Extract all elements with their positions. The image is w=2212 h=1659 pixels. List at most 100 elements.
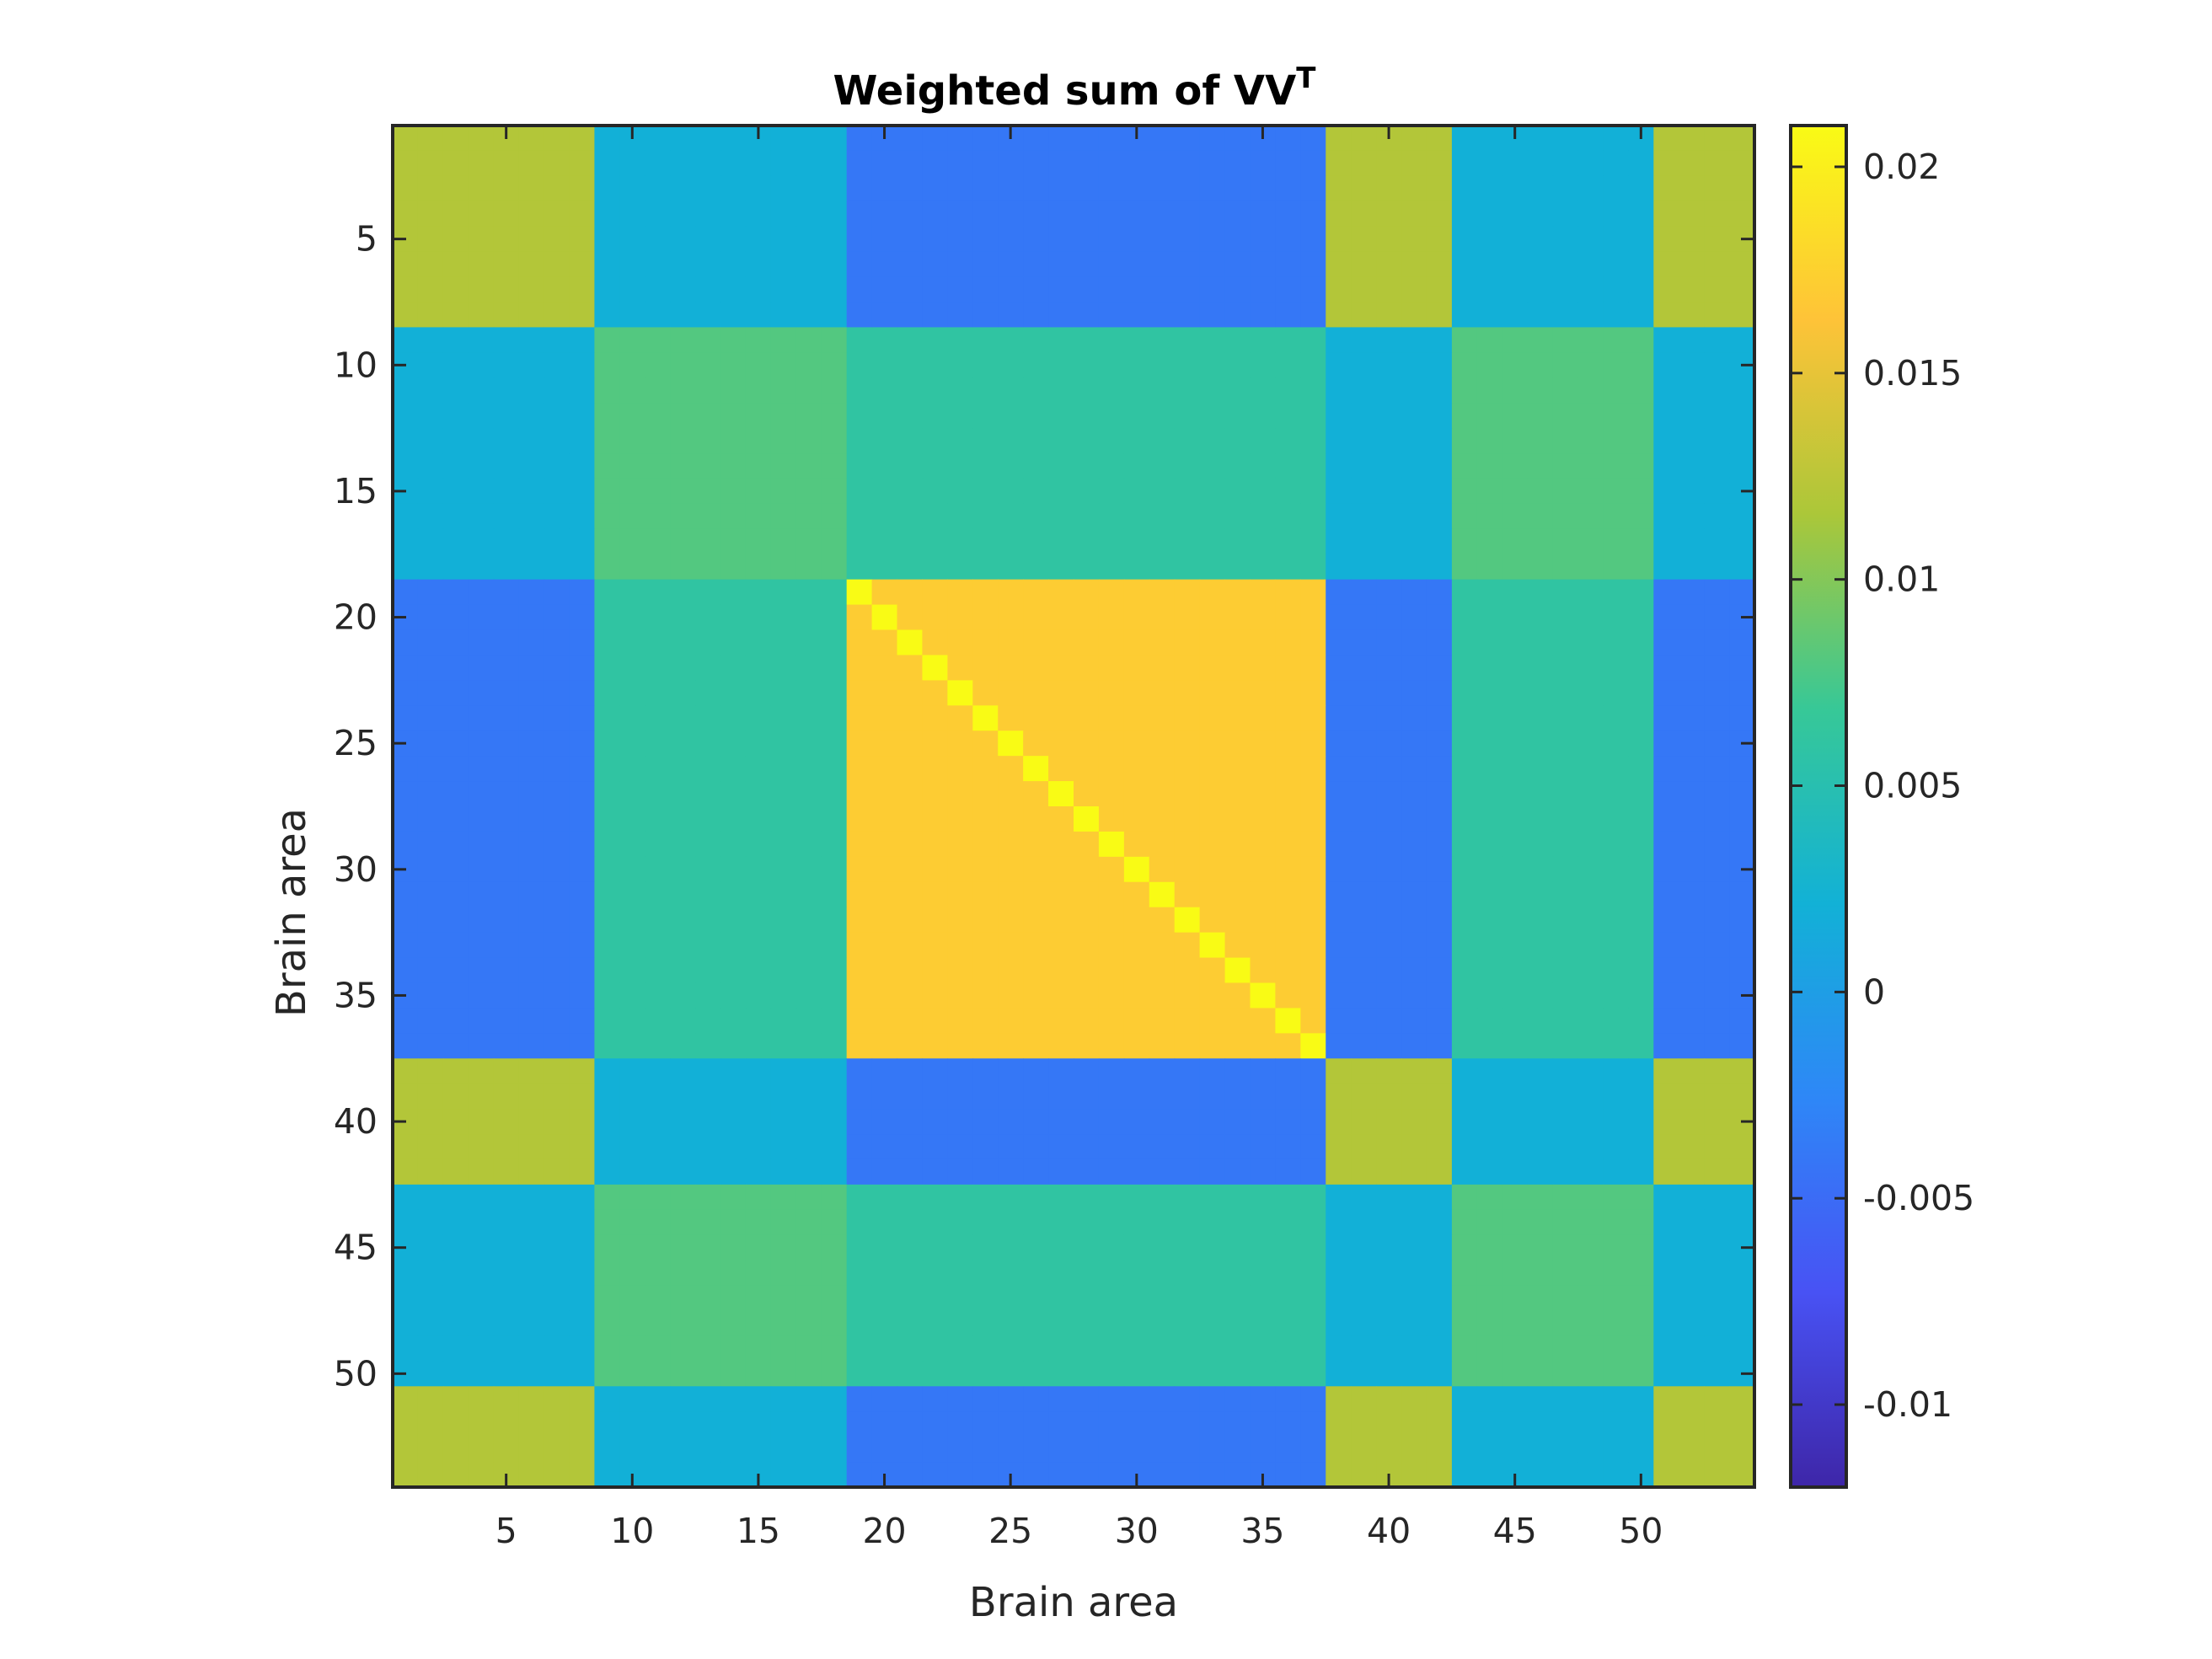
heatmap-cell xyxy=(998,1134,1024,1160)
heatmap-cell xyxy=(1123,806,1150,832)
chart-title: Weighted sum of VVT xyxy=(833,62,1317,115)
heatmap-cell xyxy=(645,1234,671,1261)
heatmap-cell xyxy=(922,428,948,454)
heatmap-cell xyxy=(770,1285,797,1312)
heatmap-cell xyxy=(1300,1209,1326,1236)
heatmap-cell xyxy=(770,982,797,1009)
heatmap-cell xyxy=(569,226,596,253)
heatmap-cell xyxy=(695,175,721,202)
heatmap-cell xyxy=(770,453,797,479)
heatmap-cell xyxy=(1048,1335,1074,1362)
heatmap-cell xyxy=(1275,680,1301,706)
heatmap-cell xyxy=(594,781,620,807)
heatmap-cell xyxy=(1502,428,1529,454)
heatmap-cell xyxy=(1552,503,1579,530)
heatmap-cell xyxy=(1552,629,1579,656)
heatmap-cell xyxy=(1300,1386,1326,1412)
heatmap-cell xyxy=(645,251,671,278)
heatmap-cell xyxy=(1552,1134,1579,1160)
heatmap-cell xyxy=(1023,604,1049,631)
heatmap-cell xyxy=(1527,629,1554,656)
heatmap-cell xyxy=(745,655,772,681)
heatmap-cell xyxy=(972,1084,999,1110)
heatmap-cell xyxy=(619,831,645,858)
heatmap-cell xyxy=(1224,781,1251,807)
heatmap-cell xyxy=(1149,377,1176,404)
heatmap-cell xyxy=(619,907,645,934)
heatmap-cell xyxy=(1250,730,1277,757)
heatmap-cell xyxy=(1326,1462,1352,1488)
heatmap-cell xyxy=(1275,604,1301,631)
colorbar-tick-label: 0.015 xyxy=(1863,353,1962,393)
heatmap-cell xyxy=(1224,175,1251,202)
heatmap-cell xyxy=(1250,781,1277,807)
heatmap-cell xyxy=(1123,1361,1150,1387)
heatmap-cell xyxy=(670,629,696,656)
heatmap-cell xyxy=(871,781,898,807)
heatmap-cell xyxy=(493,554,520,581)
heatmap-cell xyxy=(1679,1033,1705,1059)
heatmap-cell xyxy=(417,856,444,883)
heatmap-cell xyxy=(998,175,1024,202)
heatmap-cell xyxy=(1502,705,1529,731)
heatmap-cell xyxy=(1653,1109,1679,1135)
heatmap-cell xyxy=(1527,655,1554,681)
heatmap-cell xyxy=(1199,655,1226,681)
heatmap-cell xyxy=(518,175,545,202)
heatmap-cell xyxy=(695,453,721,479)
heatmap-cell xyxy=(745,856,772,883)
heatmap-cell xyxy=(645,806,671,832)
heatmap-cell xyxy=(645,730,671,757)
heatmap-cell xyxy=(821,1437,848,1463)
heatmap-cell xyxy=(493,1134,520,1160)
heatmap-cell xyxy=(947,226,973,253)
heatmap-cell xyxy=(1476,982,1503,1009)
heatmap-cell xyxy=(1275,428,1301,454)
heatmap-cell xyxy=(1603,453,1629,479)
heatmap-cell xyxy=(871,403,898,429)
heatmap-cell xyxy=(770,907,797,934)
heatmap-cell xyxy=(442,957,469,984)
heatmap-cell xyxy=(1326,503,1352,530)
heatmap-cell xyxy=(1300,756,1326,782)
heatmap-cell xyxy=(1048,579,1074,606)
heatmap-cell xyxy=(1123,503,1150,530)
heatmap-cell xyxy=(846,327,873,353)
heatmap-cell xyxy=(1199,403,1226,429)
heatmap-cell xyxy=(821,1285,848,1312)
heatmap-cell xyxy=(1527,1234,1554,1261)
heatmap-cell xyxy=(619,503,645,530)
heatmap-cell xyxy=(1653,201,1679,227)
heatmap-cell xyxy=(1275,705,1301,731)
heatmap-cell xyxy=(544,276,570,303)
heatmap-cell xyxy=(1351,655,1377,681)
heatmap-cell xyxy=(1679,1134,1705,1160)
heatmap-cell xyxy=(1451,604,1478,631)
heatmap-cell xyxy=(594,907,620,934)
heatmap-cell xyxy=(1476,907,1503,934)
heatmap-cell xyxy=(1224,150,1251,177)
heatmap-cell xyxy=(897,932,924,959)
heatmap-cell xyxy=(947,1109,973,1135)
heatmap-cell xyxy=(1451,403,1478,429)
heatmap-cell xyxy=(720,377,747,404)
heatmap-cell xyxy=(1199,1335,1226,1362)
heatmap-cell xyxy=(417,327,444,353)
heatmap-cell xyxy=(417,201,444,227)
heatmap-cell xyxy=(947,856,973,883)
heatmap-cell xyxy=(1704,629,1730,656)
heatmap-cell xyxy=(821,907,848,934)
heatmap-cell xyxy=(998,478,1024,505)
heatmap-cell xyxy=(518,453,545,479)
heatmap-cell xyxy=(821,1411,848,1437)
heatmap-cell xyxy=(1729,1159,1755,1185)
heatmap-cell xyxy=(594,528,620,555)
heatmap-cell xyxy=(1653,1361,1679,1387)
heatmap-cell xyxy=(1326,1234,1352,1261)
heatmap-cell xyxy=(1149,756,1176,782)
heatmap-cell xyxy=(1401,226,1427,253)
heatmap-cell xyxy=(1603,932,1629,959)
heatmap-cell xyxy=(1577,503,1604,530)
heatmap-cell xyxy=(670,503,696,530)
colorbar-tick-label: -0.005 xyxy=(1863,1178,1974,1218)
